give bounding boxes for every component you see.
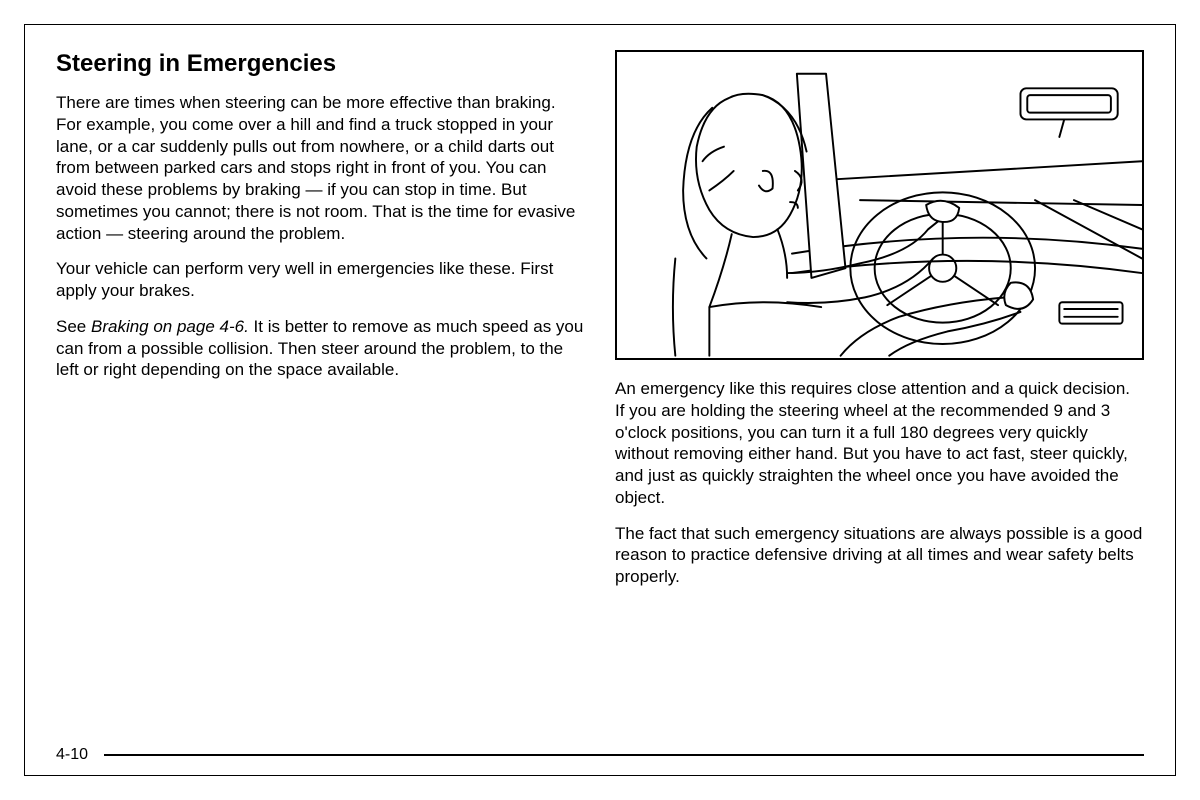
body-text: See bbox=[56, 317, 91, 336]
body-paragraph: See Braking on page 4-6. It is better to… bbox=[56, 316, 585, 381]
page-footer: 4-10 bbox=[56, 746, 1144, 764]
illustration-driver-steering bbox=[615, 50, 1144, 360]
section-heading: Steering in Emergencies bbox=[56, 50, 585, 78]
body-paragraph: An emergency like this requires close at… bbox=[615, 378, 1144, 509]
page-number: 4-10 bbox=[56, 746, 88, 764]
page-content: Steering in Emergencies There are times … bbox=[56, 50, 1144, 740]
driver-line-art-icon bbox=[617, 52, 1142, 358]
body-paragraph: Your vehicle can perform very well in em… bbox=[56, 258, 585, 302]
body-paragraph: The fact that such emergency situations … bbox=[615, 523, 1144, 588]
left-column: Steering in Emergencies There are times … bbox=[56, 50, 585, 740]
cross-reference: Braking on page 4-6. bbox=[91, 317, 249, 336]
body-paragraph: There are times when steering can be mor… bbox=[56, 92, 585, 244]
right-column: An emergency like this requires close at… bbox=[615, 50, 1144, 740]
footer-rule bbox=[104, 754, 1144, 756]
